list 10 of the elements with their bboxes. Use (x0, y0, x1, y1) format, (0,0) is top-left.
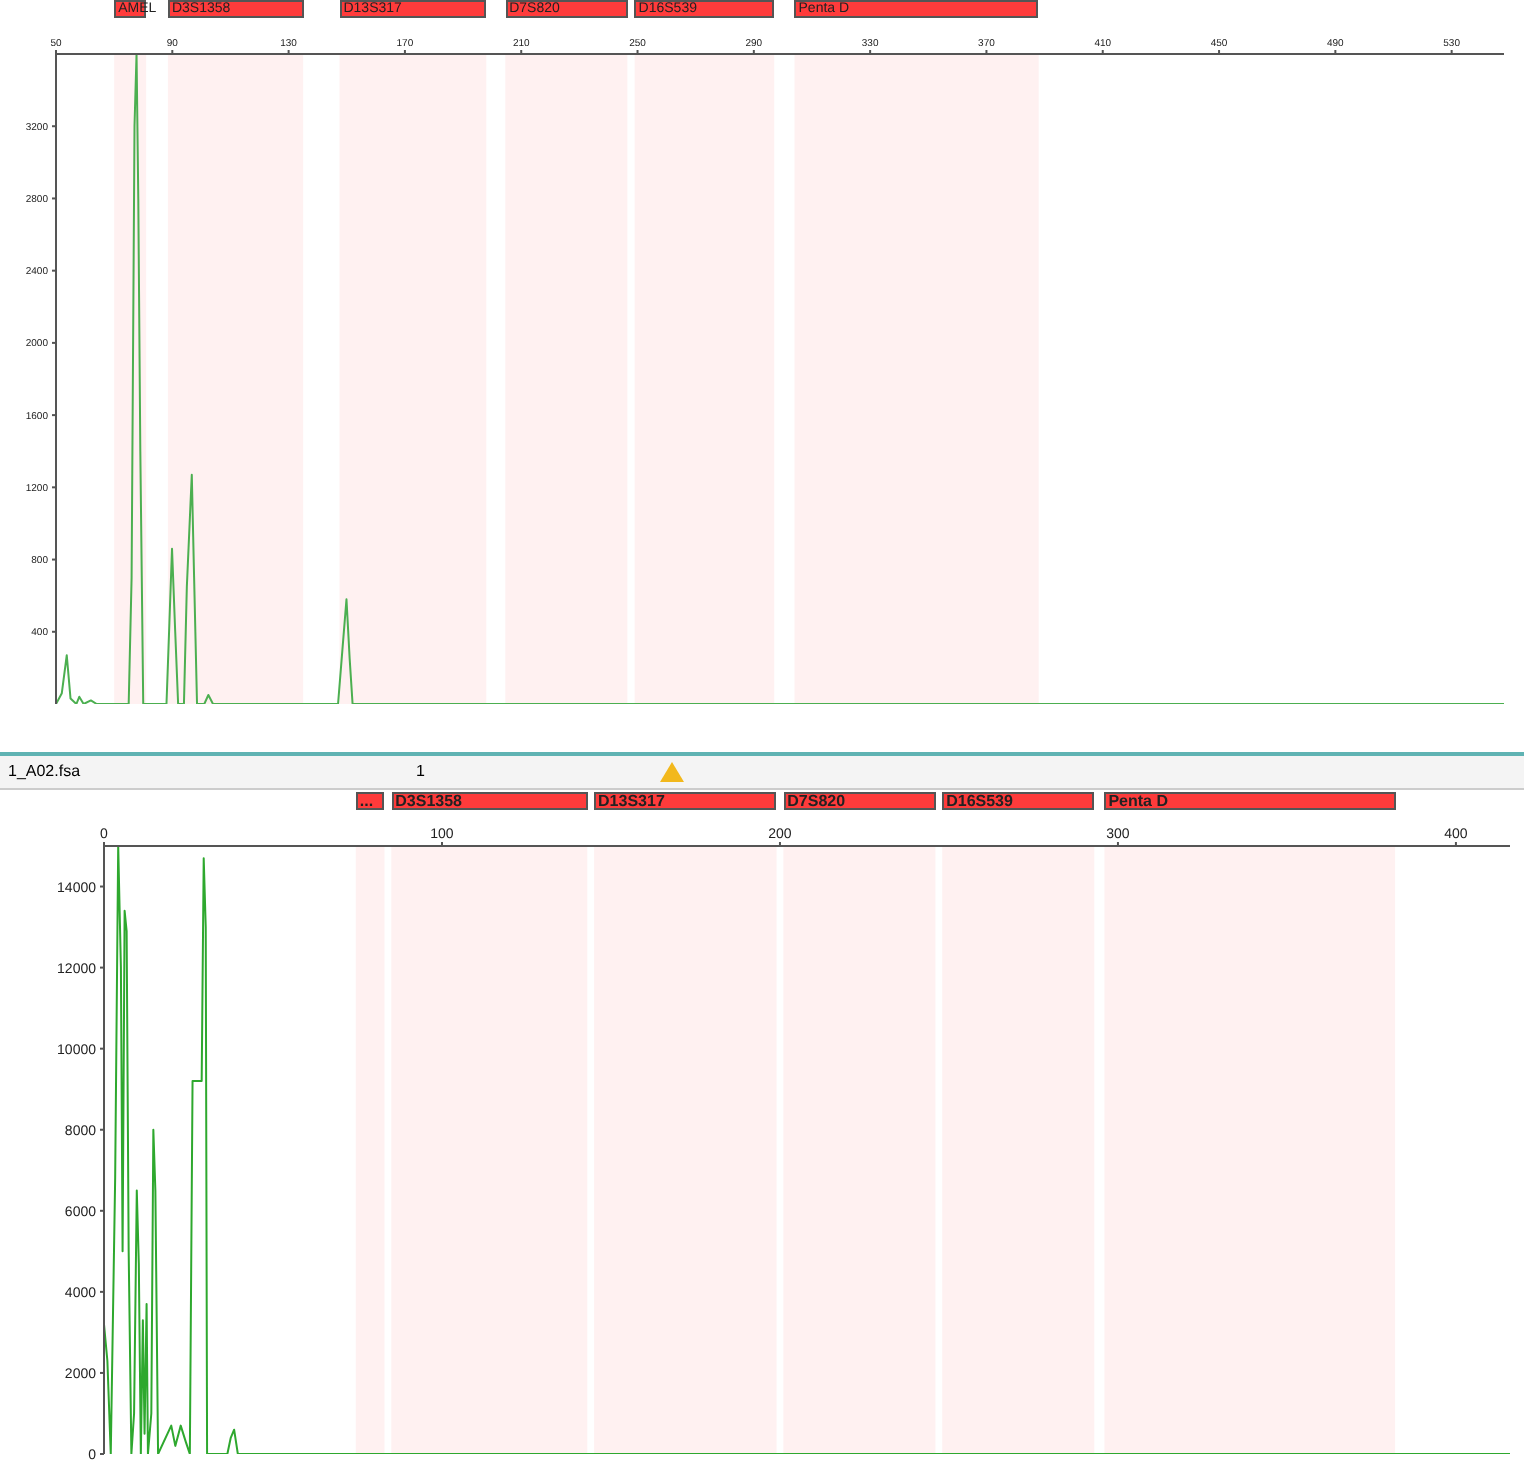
band-label: D13S317 (594, 792, 777, 810)
band-label: ... (355, 792, 385, 810)
band-label: D7S820 (783, 792, 936, 810)
line-series (56, 54, 1504, 704)
line-series (104, 846, 1510, 1454)
text: 1 (416, 762, 425, 780)
text: 1_A02.fsa (8, 762, 81, 780)
band-label: D16S539 (942, 792, 1095, 810)
legend-label: D3S1358 (391, 792, 588, 810)
band-label: Penta D (1104, 792, 1396, 810)
